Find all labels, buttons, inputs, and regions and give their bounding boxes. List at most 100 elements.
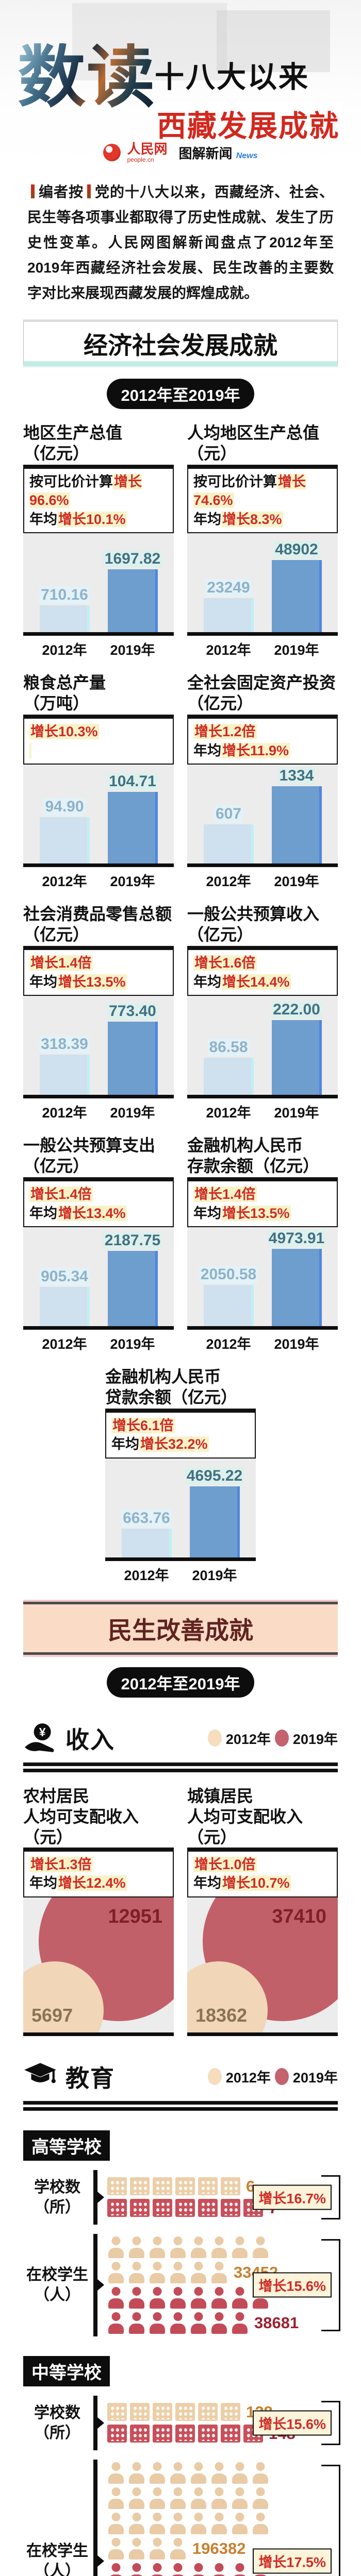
people-cn-name: 人民网 [127,141,168,157]
bar-value-2019: 104.71 [107,773,158,791]
bar-panel: 23249 48902 [187,533,338,633]
bar-value-2012: 905.34 [39,1267,90,1285]
bar-2019 [107,569,158,633]
chart-growth-note: 增长6.1倍 年均增长32.2% [105,1408,256,1459]
legend-2012-icon [207,1730,222,1747]
divider-rule [23,2100,338,2111]
bar-value-2012: 94.90 [43,798,86,816]
graduation-cap-icon [24,2062,56,2083]
bar-value-2012: 710.16 [39,586,90,604]
person-icon [210,2287,228,2309]
bar-2012 [39,817,90,864]
person-icon [149,2487,166,2509]
axis-year-labels: 2012年 2019年 [206,642,319,658]
legend-2019-icon [274,2068,289,2086]
bar-2019 [107,1250,158,1326]
person-icon [107,2287,125,2309]
bar-panel: 663.76 4695.22 [105,1458,256,1557]
bar-2019 [271,1020,322,1095]
news-logo-text: News [236,151,258,160]
building-icon [153,2403,172,2421]
growth-bracket: 增长15.6% [253,2400,340,2445]
bar-panel: 2050.58 4973.91 [187,1227,338,1326]
person-icon [149,2287,166,2309]
subsection-title: 收入 [65,1726,115,1753]
building-icon [107,2199,127,2217]
axis-baseline [187,863,338,868]
axis-year-labels: 2012年 2019年 [42,874,155,890]
chart-growth-note: 增长1.4倍 年均增长13.5% [23,946,174,996]
section-header-minsheng: 民生改善成就 [23,1601,338,1655]
axis-baseline [23,1095,174,1099]
person-icon [190,2563,207,2576]
metric-axis-arrow [93,2459,97,2576]
person-icon [169,2262,187,2283]
bar-panel: 607 1334 [187,765,338,864]
building-icon [221,2425,240,2443]
person-icon [149,2563,166,2576]
person-icon [107,2563,125,2576]
axis-baseline [23,1326,174,1330]
subsection-title: 教育 [65,2064,115,2092]
person-icon [107,2538,125,2560]
person-icon [149,2538,166,2560]
pictograph-row-2012 [106,2512,321,2535]
brand-title: 数读 [18,39,156,115]
bar-panel: 905.34 2187.75 [23,1227,174,1326]
bar-value-2019: 48902 [273,541,320,559]
chart-title: 一般公共预算收入 （亿元） [187,905,320,944]
axis-baseline [23,2032,174,2036]
axis-baseline [187,1326,338,1330]
person-icon [169,2462,187,2484]
pictograph-row-2019 [106,2562,321,2576]
pictograph-row-2012: 196382 [106,2537,321,2561]
economy-row-5: 金融机构人民币 贷款余额（亿元） 增长6.1倍 年均增长32.2% 663.76 … [0,1366,361,1584]
economy-row-1: 地区生产总值 （亿元） 按可比价计算增长96.6% 年均增长10.1% 710.1… [0,422,361,659]
person-icon [252,2513,269,2534]
person-icon [210,2262,228,2283]
chart-title: 人均地区生产总值 （元） [187,423,320,463]
building-icon [130,2177,150,2196]
axis-year-labels: 2012年 2019年 [42,642,155,658]
chart-growth-note: 按可比价计算增长74.6% 年均增长8.3% [187,465,338,534]
metric-axis-arrow [93,2233,97,2336]
building-icon [130,2403,150,2421]
axis-year-labels: 2012年 2019年 [206,874,319,890]
building-icon [130,2425,150,2443]
bar-value-2019: 4973.91 [267,1229,326,1247]
pictograph-value-2012: 6 [246,2177,255,2195]
bar-2019 [271,560,322,633]
pictograph-icons: 128148 [106,2400,321,2445]
person-icon [210,2312,228,2334]
person-icon [149,2513,166,2534]
person-icon [252,2462,269,2484]
divider-rule [23,1762,338,1772]
legend: 2012年 2019年 [207,2066,338,2087]
economy-row-3: 社会消费品零售总额 （亿元） 增长1.4倍 年均增长13.5% 318.39 77… [0,904,361,1122]
person-icon [231,2487,249,2509]
subsection-income: ¥ 收入 2012年 2019年 [0,1721,361,1755]
tujie-news-logo: 图解新闻 News [178,145,258,161]
axis-year-labels: 2012年 2019年 [42,1336,155,1352]
person-icon [169,2312,187,2334]
bar-value-2019: 1697.82 [103,550,162,568]
chart-growth-note: 增长1.0倍 年均增长10.7% [187,1847,338,1897]
pictograph-row-2019 [106,2286,321,2310]
bar-value-2019: 4695.22 [185,1467,244,1485]
person-icon [128,2462,145,2484]
person-icon [128,2563,145,2576]
chart-growth-note: 增长1.3倍 年均增长12.4% [23,1847,174,1897]
axis-year-labels: 2012年 2019年 [124,1567,237,1583]
bar-2012 [203,1284,254,1326]
editor-note-bar-icon [31,184,35,198]
income-row: 农村居民 人均可支配收入（元） 增长1.3倍 年均增长12.4% 12951 56… [0,1786,361,2036]
person-icon [128,2538,145,2560]
chart-title: 地区生产总值 （亿元） [23,423,123,463]
bar-value-2012: 663.76 [121,1509,172,1527]
pictograph-icons: 33452 38681 [106,2234,321,2336]
bar-value-2019: 1334 [277,767,316,785]
axis-baseline [105,1557,256,1561]
metric-label: 学校数 （所） [34,2178,80,2216]
pictograph-row-2012: 128 [106,2402,321,2422]
